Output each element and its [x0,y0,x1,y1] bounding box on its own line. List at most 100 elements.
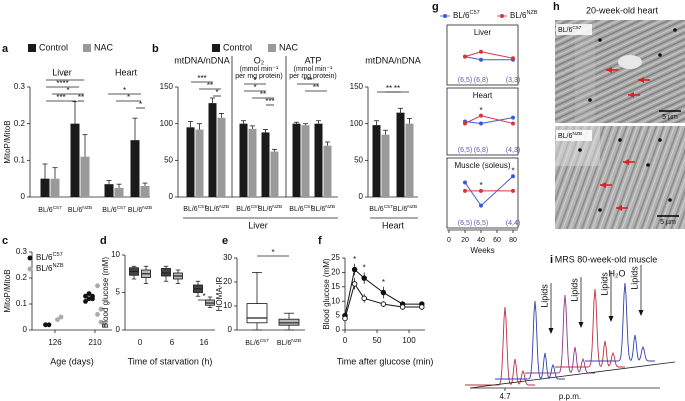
superscript: C57 [260,338,269,344]
bar [270,151,279,197]
point [46,322,52,328]
bar [301,125,310,197]
significance: *** [56,93,65,102]
legend-marker [500,14,504,18]
series-line [344,282,422,319]
x-tick-label: 80 [509,237,517,244]
y-tick-label: 0 [336,325,341,334]
series-line [344,268,422,316]
superscript: C57 [53,205,62,211]
significance: * [127,93,130,102]
y-tick-label: 30 [223,253,232,262]
y-tick-label: 25 [331,253,340,262]
y-tick-label: 20 [223,277,232,286]
bar [195,129,204,197]
legend-label: NAC [279,42,299,52]
text-part: BL/6 [311,206,326,213]
spectrum [495,300,565,380]
y-tick-label: 100 [160,119,174,128]
y-axis-label: Blood glucose (mM) [322,258,331,329]
vessel [618,55,642,69]
y-tick-label: 10 [331,296,340,305]
y-tick-label: 0.3 [16,247,28,256]
peak-label: Lipids [629,266,639,290]
bar [314,123,323,197]
n-label: (3,3) [506,77,520,84]
significance: * [353,255,356,264]
subplot-frame [446,24,519,86]
x-tick-label: BL/6NZB [277,338,301,347]
subplot-title: Liver [474,28,492,37]
x-tick-label: BL/6NZB [128,205,152,214]
text-part: BL/6 [38,207,53,214]
significance: *** [303,76,312,85]
superscript: NZB [526,10,537,16]
panel-title: 20-week-old heart [586,5,659,15]
lipid-droplet [598,38,602,42]
point [380,289,387,296]
arrow-head [578,322,584,328]
legend-swatch [28,44,36,52]
series-line [464,51,514,59]
superscript: C57 [52,252,62,258]
x-tick-label: BL/6C57 [369,204,393,213]
legend-label: Control [223,42,252,52]
n-label: (6,5) [474,220,488,227]
text-part: BL/6 [236,206,251,213]
y-tick-label: 10 [111,250,120,259]
arrow-head [628,92,634,98]
legend-swatch [268,44,276,52]
group-label: Heart [115,67,138,77]
axis-label: p.p.m. [559,392,581,401]
legend-marker [443,14,447,18]
superscript: NZB [142,205,152,211]
lipid-droplet [646,163,650,167]
y-tick-label: 0.2 [16,273,28,282]
point [83,293,88,299]
unit-label: (mmol min⁻¹ [240,66,279,73]
point [90,293,95,299]
point [83,299,88,304]
superscript: C57 [384,204,393,210]
bar [70,123,80,197]
y-tick-label: 5 [116,288,121,297]
superscript: C57 [251,204,260,210]
point [361,295,367,302]
significance: * [139,100,142,109]
n-label: (6,5) [458,220,472,227]
x-tick-label: 6 [170,338,175,347]
x-tick-label: 126 [48,338,62,347]
arrow-head [638,310,644,316]
series-line [464,117,514,124]
y-tick-label: 100 [350,119,364,128]
n-label: (6,8) [474,147,488,154]
bar [261,132,270,197]
bar [292,123,301,197]
point [511,56,515,61]
y-axis-label: HOMA-IR [215,276,224,311]
unit-label: per mg protein) [235,73,282,80]
text-part: BL/6 [258,206,273,213]
point [463,180,467,185]
significance: * [66,86,69,95]
x-tick-label: 40 [477,237,485,244]
point [463,188,467,193]
legend-swatch [212,44,220,52]
text-part: BL/6 [393,206,408,213]
significance: * [479,106,482,115]
significance: ** [394,84,400,93]
y-tick-label: 50 [354,155,363,164]
panel-letter: d [100,235,107,247]
x-tick-label: 20 [461,237,469,244]
n-label: (6,5) [458,77,472,84]
spectrum [465,306,535,386]
panel-letter: a [2,43,9,55]
point [55,317,60,322]
spectrum [585,282,655,362]
arrow-head [600,182,606,188]
significance: * [511,166,514,175]
significance: * [63,72,66,81]
legend-label: Control [39,42,68,52]
y-tick-label: 0.1 [16,299,28,308]
